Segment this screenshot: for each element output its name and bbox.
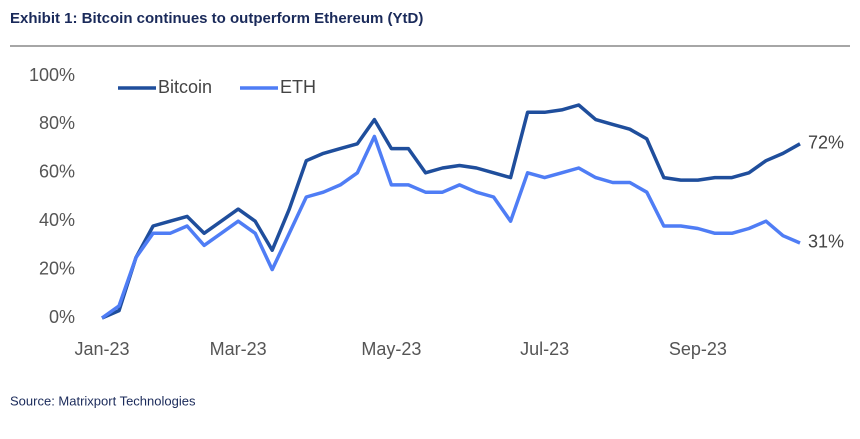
y-tick-label: 100% (29, 65, 75, 85)
x-tick-label: May-23 (361, 339, 421, 359)
series-line (101, 103, 801, 320)
data-label: 31% (808, 232, 844, 252)
source-note: Source: Matrixport Technologies (10, 393, 196, 408)
y-tick-label: 40% (39, 210, 75, 230)
chart-title: Exhibit 1: Bitcoin continues to outperfo… (10, 10, 423, 27)
y-tick-label: 80% (39, 113, 75, 133)
legend-label: ETH (280, 77, 316, 97)
data-label: 72% (808, 133, 844, 153)
x-tick-label: Jan-23 (74, 339, 129, 359)
y-tick-label: 20% (39, 258, 75, 278)
x-tick-label: Sep-23 (669, 339, 727, 359)
x-tick-label: Jul-23 (520, 339, 569, 359)
y-tick-label: 0% (49, 307, 75, 327)
x-tick-label: Mar-23 (210, 339, 267, 359)
legend-label: Bitcoin (158, 77, 212, 97)
series-line (100, 134, 801, 320)
y-tick-label: 60% (39, 162, 75, 182)
